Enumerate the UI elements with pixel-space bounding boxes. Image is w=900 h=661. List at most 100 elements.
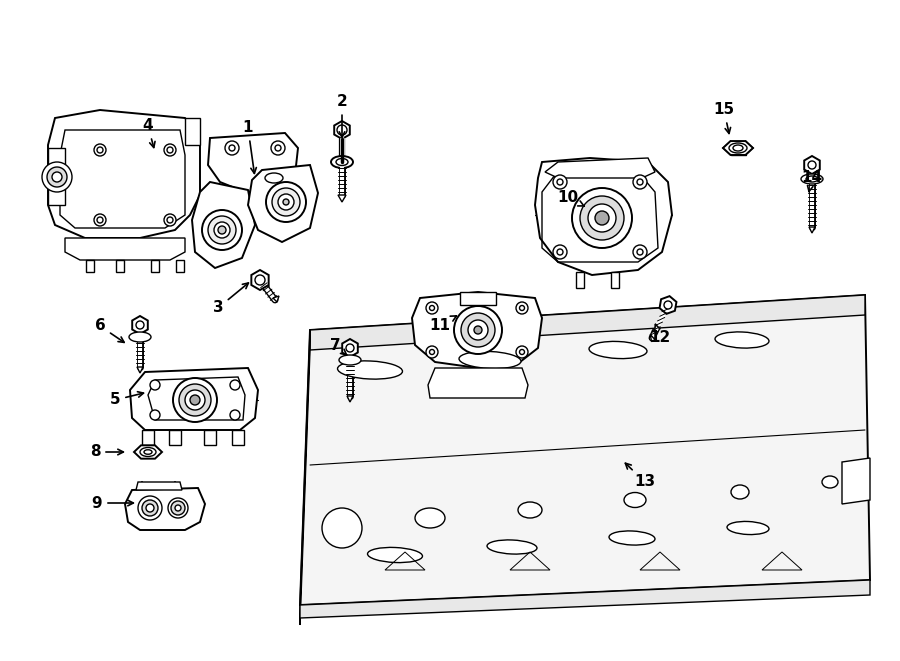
Circle shape bbox=[94, 144, 106, 156]
Polygon shape bbox=[125, 488, 205, 530]
Polygon shape bbox=[208, 133, 298, 192]
Circle shape bbox=[474, 326, 482, 334]
Circle shape bbox=[164, 144, 176, 156]
Text: 8: 8 bbox=[90, 444, 123, 459]
Circle shape bbox=[808, 161, 816, 169]
Circle shape bbox=[225, 141, 239, 155]
Polygon shape bbox=[232, 430, 244, 445]
Polygon shape bbox=[48, 110, 200, 238]
Circle shape bbox=[136, 321, 144, 329]
Polygon shape bbox=[86, 260, 94, 272]
Circle shape bbox=[272, 188, 300, 216]
Ellipse shape bbox=[367, 547, 422, 563]
Circle shape bbox=[208, 216, 236, 244]
Ellipse shape bbox=[715, 332, 769, 348]
Text: 6: 6 bbox=[94, 319, 124, 342]
Circle shape bbox=[557, 249, 563, 255]
Polygon shape bbox=[248, 165, 318, 242]
Circle shape bbox=[175, 505, 181, 511]
Circle shape bbox=[572, 188, 632, 248]
Polygon shape bbox=[142, 430, 154, 445]
Text: 12: 12 bbox=[650, 325, 670, 346]
Polygon shape bbox=[338, 195, 346, 202]
Polygon shape bbox=[809, 227, 815, 233]
Text: 4: 4 bbox=[143, 118, 155, 147]
Circle shape bbox=[190, 395, 200, 405]
Circle shape bbox=[275, 145, 281, 151]
Polygon shape bbox=[185, 118, 200, 145]
Polygon shape bbox=[660, 296, 677, 314]
Ellipse shape bbox=[729, 143, 747, 153]
Text: 15: 15 bbox=[714, 102, 734, 134]
Circle shape bbox=[426, 346, 438, 358]
Circle shape bbox=[171, 501, 185, 515]
Circle shape bbox=[185, 390, 205, 410]
Polygon shape bbox=[136, 482, 182, 490]
Circle shape bbox=[553, 245, 567, 259]
Circle shape bbox=[168, 498, 188, 518]
Polygon shape bbox=[545, 158, 655, 178]
Circle shape bbox=[454, 306, 502, 354]
Circle shape bbox=[519, 305, 525, 311]
Circle shape bbox=[179, 384, 211, 416]
Text: 1: 1 bbox=[243, 120, 256, 173]
Ellipse shape bbox=[801, 174, 823, 184]
Ellipse shape bbox=[589, 342, 647, 358]
Polygon shape bbox=[334, 121, 350, 139]
Circle shape bbox=[150, 410, 160, 420]
Circle shape bbox=[173, 378, 217, 422]
Circle shape bbox=[266, 182, 306, 222]
Circle shape bbox=[146, 504, 154, 512]
Circle shape bbox=[214, 222, 230, 238]
Circle shape bbox=[664, 301, 672, 309]
Circle shape bbox=[519, 350, 525, 354]
Text: 5: 5 bbox=[110, 392, 143, 407]
Circle shape bbox=[255, 275, 265, 285]
Polygon shape bbox=[576, 272, 584, 288]
Polygon shape bbox=[204, 430, 216, 445]
Circle shape bbox=[637, 249, 643, 255]
Ellipse shape bbox=[415, 508, 445, 528]
Polygon shape bbox=[412, 292, 542, 368]
Circle shape bbox=[42, 162, 72, 192]
Circle shape bbox=[337, 125, 347, 135]
Circle shape bbox=[516, 346, 528, 358]
Polygon shape bbox=[137, 367, 143, 373]
Polygon shape bbox=[134, 446, 162, 459]
Text: 13: 13 bbox=[626, 463, 655, 490]
Circle shape bbox=[230, 410, 240, 420]
Text: 9: 9 bbox=[92, 496, 133, 510]
Ellipse shape bbox=[518, 502, 542, 518]
Ellipse shape bbox=[727, 522, 769, 535]
Polygon shape bbox=[347, 396, 353, 402]
Circle shape bbox=[142, 500, 158, 516]
Polygon shape bbox=[48, 148, 65, 205]
Ellipse shape bbox=[338, 361, 402, 379]
Circle shape bbox=[202, 210, 242, 250]
Polygon shape bbox=[342, 339, 358, 357]
Ellipse shape bbox=[459, 352, 521, 369]
Polygon shape bbox=[251, 270, 269, 290]
Circle shape bbox=[633, 245, 647, 259]
Polygon shape bbox=[273, 296, 279, 302]
Circle shape bbox=[595, 211, 609, 225]
Circle shape bbox=[94, 214, 106, 226]
Ellipse shape bbox=[140, 447, 156, 457]
Circle shape bbox=[278, 194, 294, 210]
Polygon shape bbox=[428, 368, 528, 398]
Polygon shape bbox=[132, 316, 148, 334]
Ellipse shape bbox=[331, 156, 353, 168]
Circle shape bbox=[138, 496, 162, 520]
Polygon shape bbox=[723, 141, 753, 155]
Circle shape bbox=[167, 217, 173, 223]
Text: 14: 14 bbox=[801, 171, 823, 192]
Ellipse shape bbox=[339, 355, 361, 365]
Circle shape bbox=[230, 380, 240, 390]
Circle shape bbox=[52, 172, 62, 182]
Circle shape bbox=[271, 141, 285, 155]
Circle shape bbox=[429, 305, 435, 311]
Ellipse shape bbox=[129, 332, 151, 342]
Circle shape bbox=[588, 204, 616, 232]
Text: 3: 3 bbox=[212, 283, 248, 315]
Text: 10: 10 bbox=[557, 190, 584, 206]
